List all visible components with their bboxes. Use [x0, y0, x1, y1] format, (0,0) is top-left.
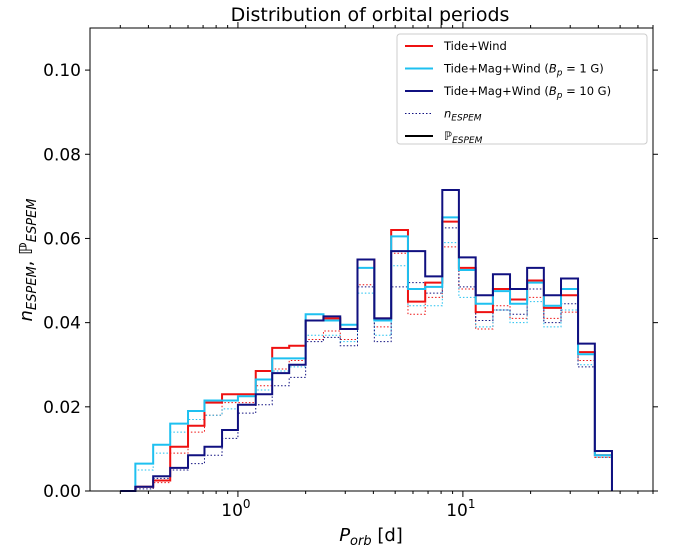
series-line-4 — [120, 189, 613, 492]
legend-label-0: Tide+Wind — [443, 39, 507, 53]
y-tick-label: 0.02 — [43, 398, 81, 418]
y-tick-label: 0.00 — [43, 482, 81, 502]
legend-label-1: Tide+Mag+Wind (Bp = 1 G) — [443, 62, 604, 79]
legend: Tide+Wind Tide+Mag+Wind (Bp = 1 G) Tide+Ma… — [396, 33, 648, 146]
series-line-2 — [120, 216, 613, 492]
x-axis-label: Porb [d] — [339, 525, 403, 549]
y-tick-label: 0.04 — [43, 314, 81, 334]
chart-title: Distribution of orbital periods — [231, 4, 510, 26]
legend-frame — [396, 33, 648, 145]
y-tick-label: 0.10 — [43, 61, 81, 81]
plot-frame — [89, 27, 654, 492]
series-line-3 — [120, 242, 613, 492]
legend-label-4: ℙESPEM — [444, 129, 483, 146]
legend-label-2: Tide+Mag+Wind (Bp = 10 G) — [443, 84, 611, 101]
x-tick-label: 101 — [446, 497, 475, 521]
y-tick-label: 0.08 — [43, 145, 81, 165]
series-layer — [120, 189, 613, 492]
y-axis-label: nESPEM, ℙESPEM — [16, 199, 40, 322]
y-tick-label: 0.06 — [43, 229, 81, 249]
legend-label-3: nESPEM — [444, 107, 482, 124]
ticks-layer: 0.00 0.02 0.04 0.06 0.08 0.10 100 101 — [43, 22, 658, 521]
x-tick-label: 100 — [221, 497, 250, 521]
